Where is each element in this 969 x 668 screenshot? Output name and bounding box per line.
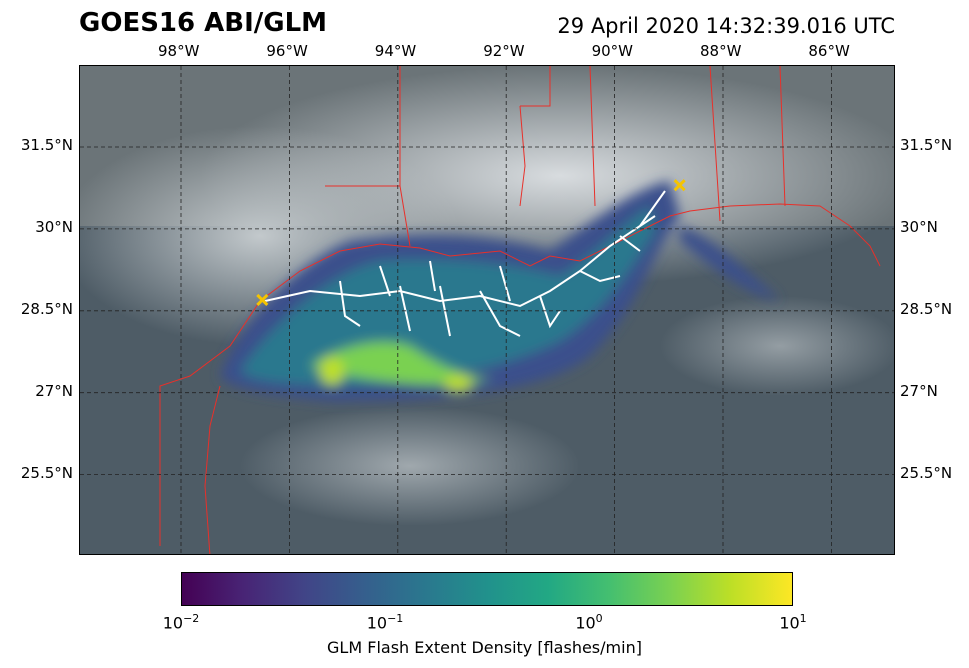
lat-tick-label-right: 30°N bbox=[900, 217, 938, 236]
gridlines bbox=[80, 66, 894, 554]
lon-tick-label: 88°W bbox=[700, 42, 742, 60]
satellite-map bbox=[79, 65, 895, 555]
lon-tick-label: 98°W bbox=[158, 42, 200, 60]
colorbar-label: GLM Flash Extent Density [flashes/min] bbox=[327, 638, 642, 657]
tick-exponent: −2 bbox=[183, 612, 200, 625]
colorbar-tick-label: 101 bbox=[779, 612, 806, 632]
tick-base: 10 bbox=[162, 613, 184, 633]
map-canvas bbox=[80, 66, 894, 554]
tick-exponent: 1 bbox=[799, 612, 807, 625]
cloud-band bbox=[660, 296, 894, 396]
lon-tick-label: 94°W bbox=[374, 42, 417, 60]
lat-tick-label-right: 31.5°N bbox=[900, 136, 953, 154]
lon-tick-label: 92°W bbox=[483, 42, 525, 60]
x-marker-icon bbox=[673, 179, 686, 192]
lon-tick-label: 96°W bbox=[266, 42, 308, 60]
lat-tick-label-right: 28.5°N bbox=[900, 299, 953, 318]
lat-tick-label-left: 25.5°N bbox=[20, 463, 73, 482]
flash-markers bbox=[256, 179, 686, 306]
tick-exponent: 0 bbox=[595, 612, 603, 625]
colorbar-tick-label: 10−2 bbox=[163, 612, 200, 632]
tick-base: 10 bbox=[366, 613, 388, 633]
lon-tick-label: 86°W bbox=[808, 42, 850, 60]
lat-tick-label-left: 28.5°N bbox=[20, 299, 73, 318]
tick-exponent: −1 bbox=[387, 612, 404, 625]
lightning-flash-paths bbox=[264, 190, 666, 337]
lon-tick-label: 90°W bbox=[591, 42, 634, 60]
timestamp: 29 April 2020 14:32:39.016 UTC bbox=[557, 14, 895, 38]
tick-base: 10 bbox=[779, 613, 800, 633]
state-borders-and-coastline bbox=[159, 66, 881, 554]
lat-tick-label-right: 27°N bbox=[900, 381, 938, 400]
lat-tick-label-left: 30°N bbox=[35, 217, 73, 236]
lat-tick-label-right: 25.5°N bbox=[900, 463, 953, 482]
colorbar-tick-label: 10−1 bbox=[367, 612, 404, 632]
tick-base: 10 bbox=[575, 613, 596, 633]
x-marker-icon bbox=[256, 293, 269, 306]
figure-title: GOES16 ABI/GLM bbox=[79, 8, 328, 38]
colorbar-tick-label: 100 bbox=[575, 612, 602, 632]
cloud-band bbox=[240, 406, 580, 526]
colorbar bbox=[181, 572, 793, 606]
lat-tick-label-left: 31.5°N bbox=[20, 136, 73, 154]
flash-extent-density bbox=[220, 181, 780, 401]
lat-tick-label-left: 27°N bbox=[35, 381, 73, 400]
